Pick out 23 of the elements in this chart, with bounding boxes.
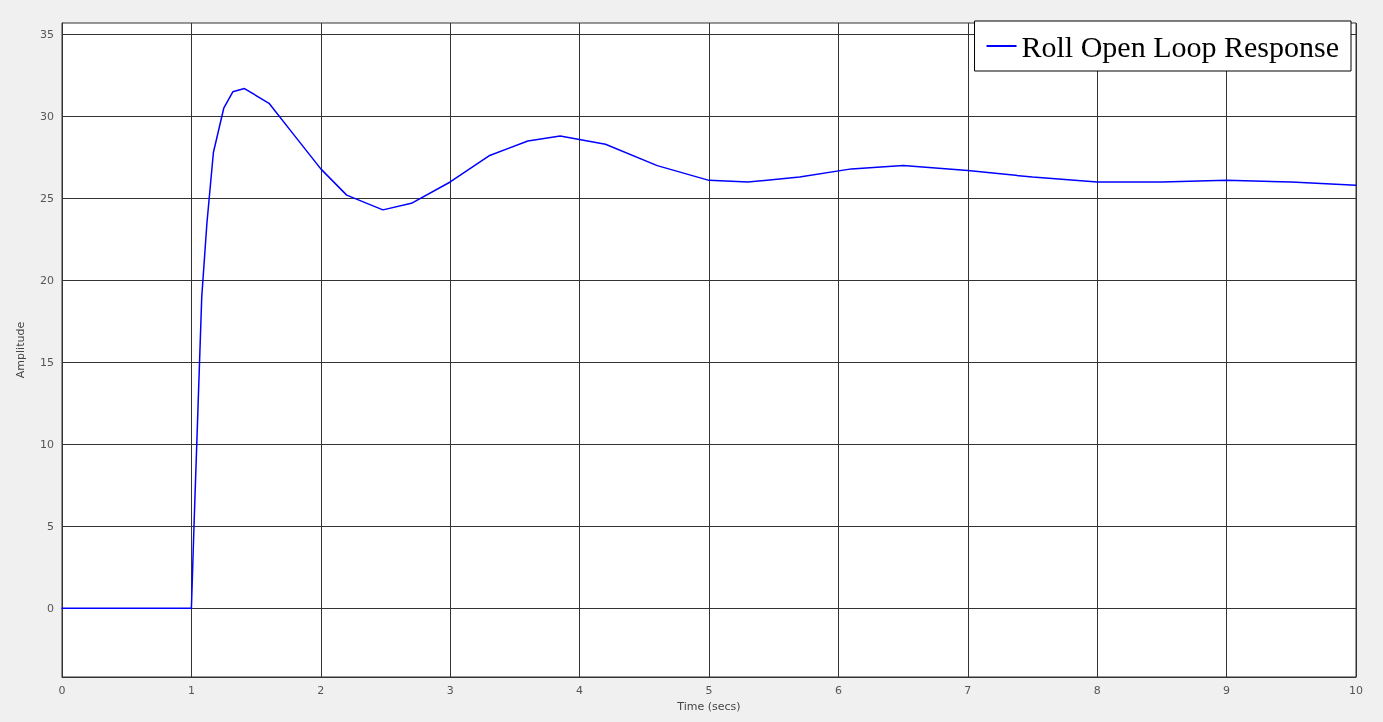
y-tick-label: 0 xyxy=(47,601,54,615)
y-tick-label: 10 xyxy=(40,437,54,451)
x-tick-label: 5 xyxy=(705,684,713,697)
x-tick-label: 9 xyxy=(1223,684,1231,697)
line-series xyxy=(61,87,1357,609)
x-tick-label: 3 xyxy=(446,684,454,697)
x-tick-label: 4 xyxy=(576,684,584,697)
x-tick-label: 1 xyxy=(187,684,195,697)
x-tick-label: 7 xyxy=(964,684,972,697)
x-tick-label: 6 xyxy=(834,684,842,697)
y-tick-label: 5 xyxy=(47,519,54,533)
legend-label: Roll Open Loop Response xyxy=(1021,29,1340,63)
y-tick-label: 30 xyxy=(40,109,54,123)
y-tick-label: 20 xyxy=(40,273,54,287)
x-tick-label: 8 xyxy=(1093,684,1101,697)
x-tick-label: 0 xyxy=(58,684,66,697)
y-axis-title: Amplitude xyxy=(14,321,27,379)
x-axis-title: Time (secs) xyxy=(676,699,741,713)
x-tick-label: 2 xyxy=(317,684,325,697)
y-tick-label: 35 xyxy=(40,27,54,41)
y-tick-label: 15 xyxy=(40,355,54,369)
y-tick-label: 25 xyxy=(40,191,54,205)
x-tick-label: 10 xyxy=(1349,684,1363,697)
